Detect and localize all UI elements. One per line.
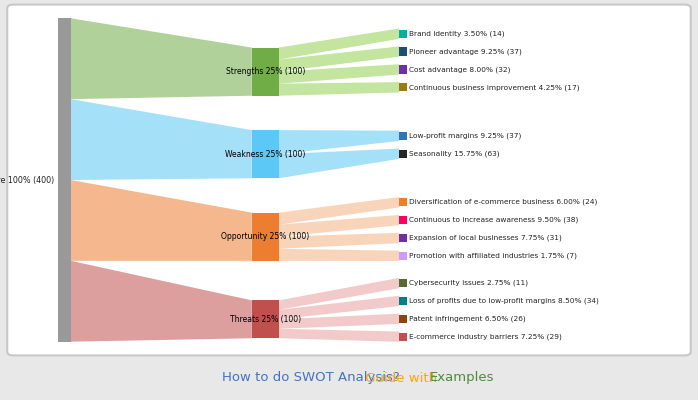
Text: Promotion with affiliated industries 1.75% (7): Promotion with affiliated industries 1.7… [409, 253, 577, 259]
Bar [399, 332, 408, 341]
Polygon shape [279, 314, 399, 329]
Bar [399, 216, 408, 224]
Polygon shape [71, 180, 252, 261]
Polygon shape [71, 261, 252, 342]
Bar [399, 198, 408, 206]
Polygon shape [279, 215, 399, 237]
Text: Strengths 25% (100): Strengths 25% (100) [225, 67, 305, 76]
Text: Threats 25% (100): Threats 25% (100) [230, 315, 301, 324]
Bar [399, 30, 408, 38]
Bar [399, 132, 408, 140]
Bar [399, 279, 408, 287]
Text: Cybersecurity issues 2.75% (11): Cybersecurity issues 2.75% (11) [409, 280, 528, 286]
Text: Expansion of local businesses 7.75% (31): Expansion of local businesses 7.75% (31) [409, 235, 562, 241]
Text: Loss of profits due to low-profit margins 8.50% (34): Loss of profits due to low-profit margin… [409, 298, 599, 304]
Text: Pioneer advantage 9.25% (37): Pioneer advantage 9.25% (37) [409, 48, 522, 55]
Bar [399, 297, 408, 305]
Text: Weakness 25% (100): Weakness 25% (100) [225, 150, 306, 159]
Bar [399, 315, 408, 323]
Text: Seasonality 15.75% (63): Seasonality 15.75% (63) [409, 150, 500, 157]
Polygon shape [71, 99, 252, 180]
Text: Cost advantage 8.00% (32): Cost advantage 8.00% (32) [409, 66, 511, 73]
Text: Brand identity 3.50% (14): Brand identity 3.50% (14) [409, 30, 505, 37]
Text: Opportunity 25% (100): Opportunity 25% (100) [221, 232, 309, 241]
Text: E-Store 100% (400): E-Store 100% (400) [0, 176, 54, 184]
Polygon shape [279, 197, 399, 225]
Text: Low-profit margins 9.25% (37): Low-profit margins 9.25% (37) [409, 132, 521, 139]
Polygon shape [279, 130, 399, 154]
Text: How to do SWOT Analysis?: How to do SWOT Analysis? [221, 372, 399, 384]
Text: Diversification of e-commerce business 6.00% (24): Diversification of e-commerce business 6… [409, 199, 597, 206]
Polygon shape [279, 233, 399, 249]
Bar [399, 234, 408, 242]
Polygon shape [279, 64, 399, 84]
Polygon shape [279, 28, 399, 60]
Bar [399, 83, 408, 92]
Text: Continuous to increase awareness 9.50% (38): Continuous to increase awareness 9.50% (… [409, 217, 579, 223]
Bar [252, 300, 279, 338]
Text: E-commerce industry barriers 7.25% (29): E-commerce industry barriers 7.25% (29) [409, 334, 562, 340]
Polygon shape [279, 249, 399, 261]
Bar [399, 252, 408, 260]
Bar [252, 130, 279, 178]
Bar [399, 47, 408, 56]
Polygon shape [279, 278, 399, 310]
Polygon shape [279, 329, 399, 342]
Polygon shape [279, 296, 399, 319]
Text: Examples: Examples [430, 372, 495, 384]
Bar [252, 213, 279, 261]
Bar [399, 150, 408, 158]
Bar [252, 48, 279, 96]
Text: Patent infringement 6.50% (26): Patent infringement 6.50% (26) [409, 316, 526, 322]
Polygon shape [279, 46, 399, 72]
Text: Guide with: Guide with [361, 372, 441, 384]
FancyBboxPatch shape [7, 4, 691, 356]
Polygon shape [279, 148, 399, 178]
Text: Continuous business improvement 4.25% (17): Continuous business improvement 4.25% (1… [409, 84, 580, 90]
Bar [399, 65, 408, 74]
Polygon shape [71, 18, 252, 99]
Bar [57, 18, 71, 342]
Polygon shape [279, 82, 399, 96]
